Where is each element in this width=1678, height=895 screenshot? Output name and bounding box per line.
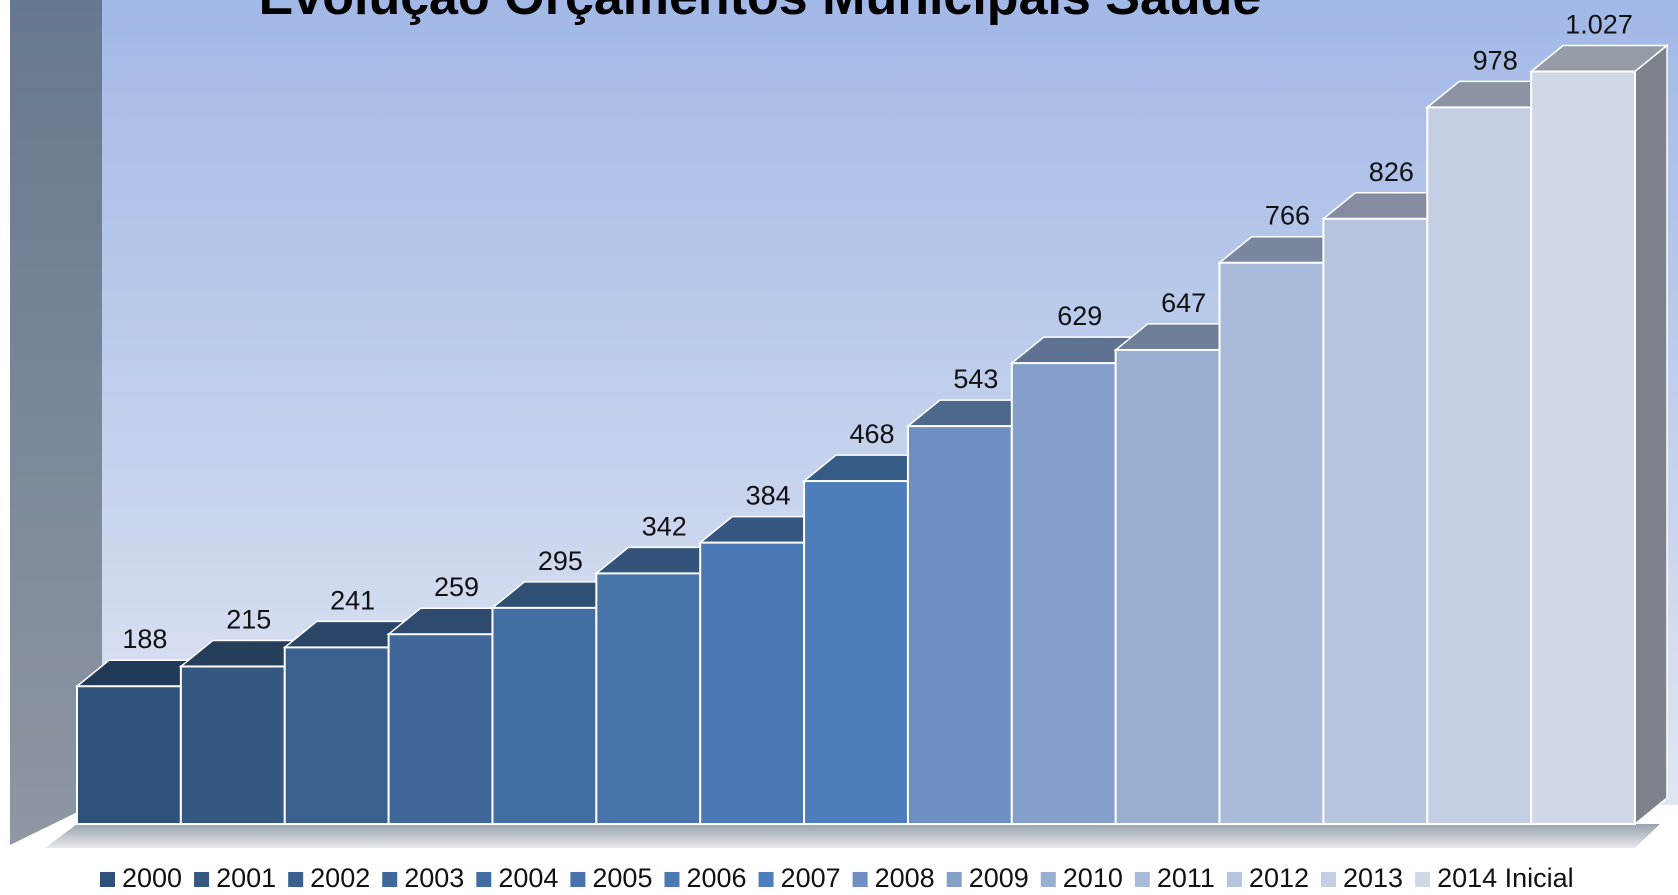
legend-label: 2004: [498, 863, 558, 893]
bar: [1322, 217, 1429, 825]
bar: [1218, 261, 1325, 825]
legend-swatch: [1321, 872, 1336, 887]
bar: [1114, 348, 1221, 825]
legend-label: 2010: [1063, 863, 1123, 893]
legend-swatch: [946, 872, 962, 887]
legend-label: 2006: [686, 863, 746, 893]
bar: [179, 665, 286, 825]
data-label: 342: [642, 511, 687, 541]
legend-label: 2012: [1249, 863, 1309, 893]
bar: [906, 425, 1013, 825]
legend-swatch: [382, 872, 398, 887]
data-label: 629: [1057, 301, 1102, 331]
legend-swatch: [100, 872, 115, 887]
legend-swatch: [852, 872, 868, 887]
legend-swatch: [288, 872, 304, 887]
data-label: 468: [849, 419, 894, 449]
legend-label: 2001: [216, 863, 276, 893]
legend-swatch: [1226, 872, 1242, 887]
bar: [595, 572, 702, 826]
bar: [76, 685, 182, 825]
bar: [1010, 362, 1117, 825]
legend-label: 2003: [404, 863, 464, 893]
legend-label: 2013: [1343, 863, 1403, 893]
legend-label: 2009: [969, 863, 1029, 893]
legend-swatch: [1415, 872, 1431, 887]
bar: [387, 633, 494, 825]
legend-label: 2008: [875, 863, 935, 893]
legend-swatch: [1134, 872, 1150, 887]
legend-label: 2002: [310, 863, 370, 893]
bar-side: [1634, 43, 1668, 826]
data-label: 543: [953, 364, 998, 394]
data-label: 295: [538, 546, 583, 576]
legend-swatch: [1040, 872, 1056, 887]
legend-label: 2014 Inicial: [1437, 863, 1574, 893]
bar: [1426, 106, 1533, 826]
legend-label: 2000: [122, 863, 182, 893]
data-label: 826: [1369, 157, 1414, 187]
data-label: 1.027: [1565, 9, 1633, 39]
data-label: 384: [746, 481, 791, 511]
bar: [699, 541, 806, 826]
data-label: 241: [330, 585, 375, 615]
legend-label: 2007: [781, 863, 841, 893]
legend-label: 2005: [592, 863, 652, 893]
chart-title: Evolução Orçamentos Municipais Saúde: [259, 0, 1262, 26]
legend-swatch: [758, 872, 774, 887]
data-label: 766: [1265, 201, 1310, 231]
legend-label: 2011: [1157, 863, 1215, 893]
data-label: 188: [122, 624, 167, 654]
bar: [283, 646, 390, 825]
data-label: 647: [1161, 288, 1206, 318]
bar: [1530, 70, 1636, 826]
data-label: 259: [434, 572, 479, 602]
legend-swatch: [570, 872, 586, 887]
legend-swatch: [664, 872, 680, 887]
legend-swatch: [476, 872, 492, 887]
data-label: 978: [1473, 45, 1518, 75]
bar: [491, 606, 598, 825]
side-wall: [10, 0, 102, 845]
bars: 188 215 241 259 295 342 384 468 543 629 647 766 826 9…: [74, 9, 1670, 826]
floor: [45, 824, 1660, 848]
data-label: 215: [226, 604, 271, 634]
legend: 2000 2001 2002 2003 2004 2005 2006 2007 2008 2009…: [100, 863, 1574, 893]
legend-swatch: [194, 872, 210, 887]
bar: [803, 480, 909, 825]
